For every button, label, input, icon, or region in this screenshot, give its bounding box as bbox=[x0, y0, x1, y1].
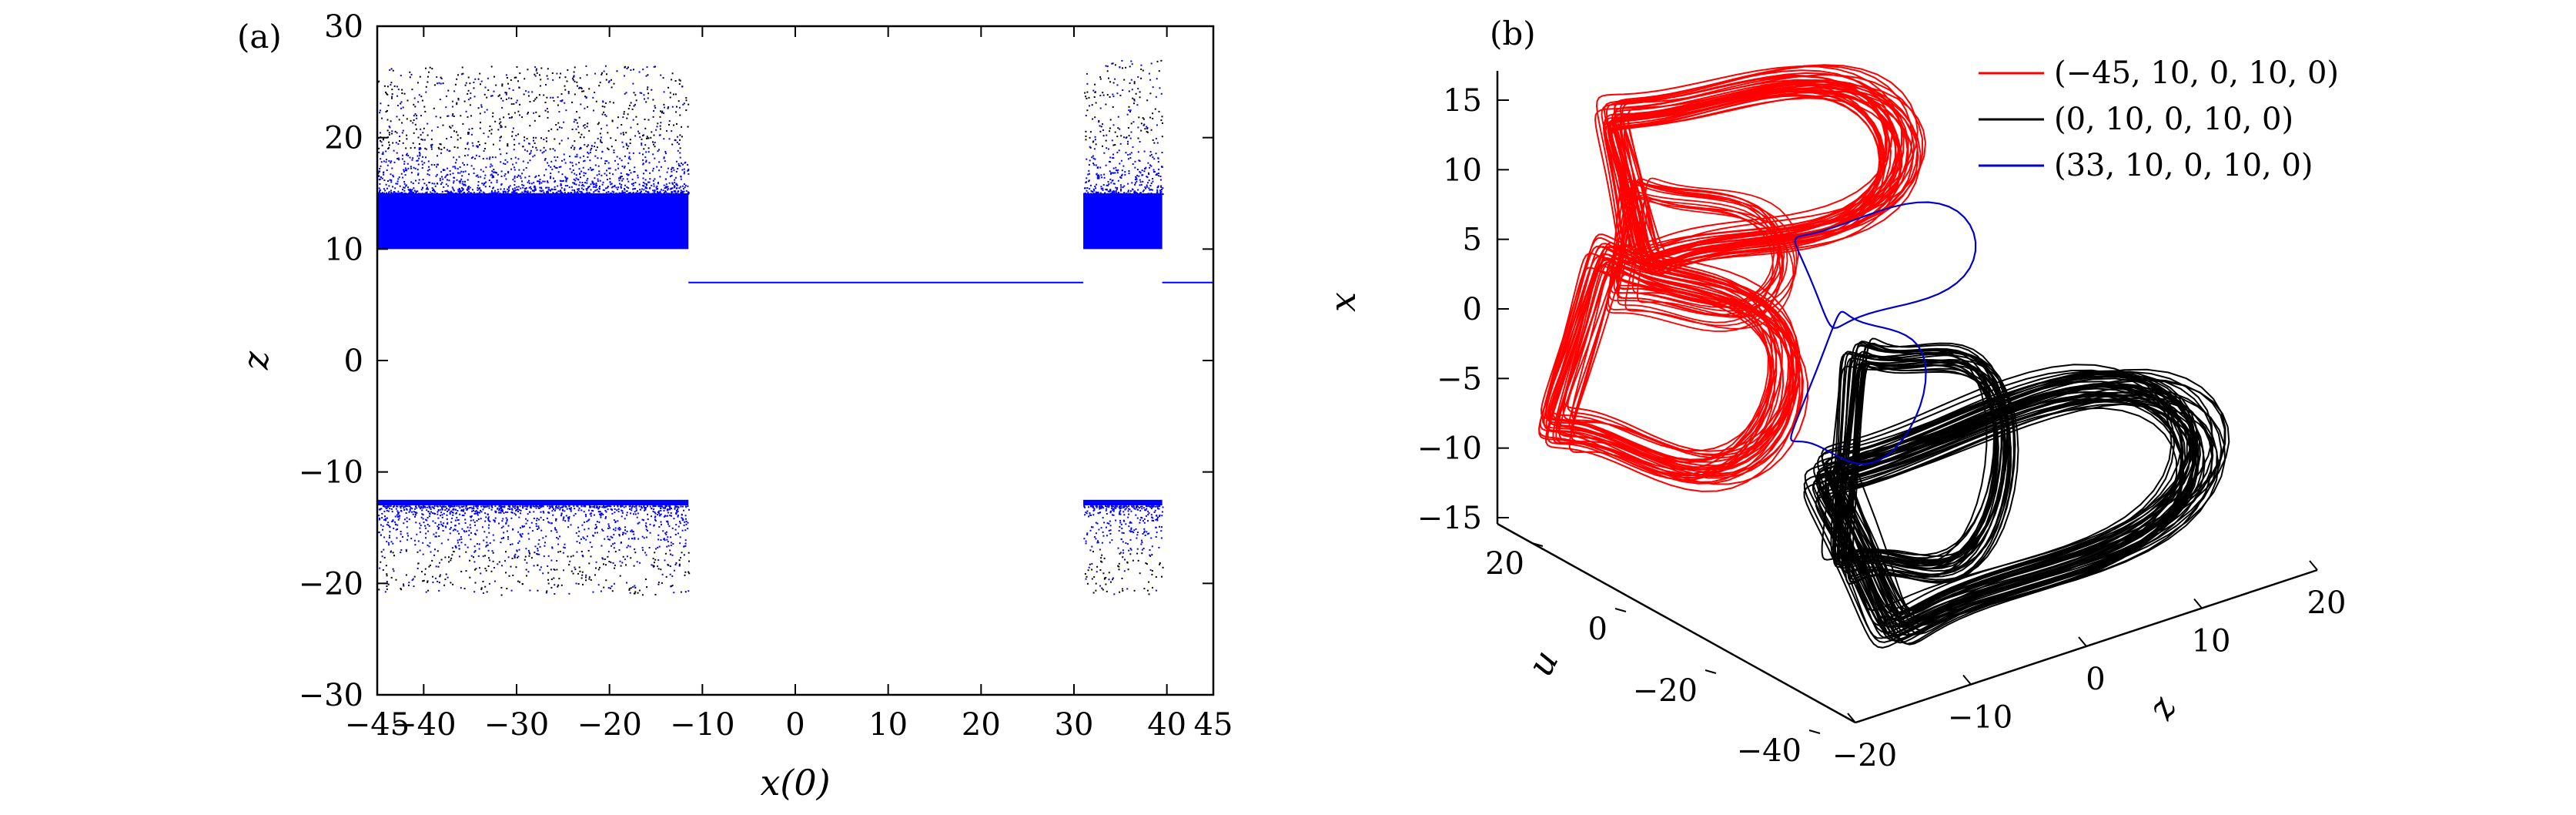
panel-a-y-ticks: −30 −20 −10 0 10 20 30 bbox=[299, 9, 1213, 713]
b-z-tick-label-4: 20 bbox=[2307, 585, 2347, 621]
b-z-tick-label-2: 0 bbox=[2086, 662, 2105, 697]
b-x-tick-label-2: −5 bbox=[1437, 361, 1482, 397]
panel-b-x-axis-label: x bbox=[1322, 292, 1363, 312]
y-tick-label-4: 10 bbox=[324, 232, 363, 267]
y-tick-label-5: 20 bbox=[324, 121, 363, 156]
trajectory-series-1 bbox=[1538, 64, 1926, 492]
b-z-tick-label-3: 10 bbox=[2192, 624, 2231, 659]
b-z-tick-mark-3 bbox=[2193, 598, 2203, 609]
x-tick-label-2: −30 bbox=[484, 707, 549, 743]
b-x-tick-label-5: 10 bbox=[1443, 153, 1482, 188]
b-z-tick-mark-1 bbox=[1962, 674, 1972, 686]
legend-label-blue: (33, 10, 0, 10, 0) bbox=[2054, 148, 2313, 183]
b-z-tick-mark-0 bbox=[1847, 713, 1856, 723]
trajectory-series-2 bbox=[1803, 337, 2230, 649]
b-z-tick-mark-2 bbox=[2078, 636, 2087, 647]
lower-band-region-1 bbox=[1083, 499, 1163, 506]
b-z-tick-label-1: −10 bbox=[1948, 700, 2012, 736]
b-x-tick-label-6: 15 bbox=[1443, 83, 1482, 119]
lower-band-region-0 bbox=[377, 499, 689, 506]
legend-label-red: (−45, 10, 0, 10, 0) bbox=[2054, 55, 2339, 91]
x-tick-label-4: −10 bbox=[670, 707, 734, 743]
panel-b-z-ticks: −20 −10 0 10 20 bbox=[1832, 560, 2347, 773]
trajectory-series-3 bbox=[1790, 201, 1977, 465]
panel-b-u-axis-label: u bbox=[1519, 643, 1567, 683]
b-u-tick-label-0: −40 bbox=[1737, 733, 1802, 769]
x-tick-label-10: 45 bbox=[1194, 707, 1233, 743]
panel-a-x-axis-label: x(0) bbox=[760, 762, 830, 803]
panel-b-label: (b) bbox=[1490, 15, 1536, 52]
y-tick-label-1: −20 bbox=[299, 566, 363, 602]
legend-label-black: (0, 10, 0, 10, 0) bbox=[2054, 102, 2293, 137]
x-tick-label-8: 30 bbox=[1055, 707, 1094, 743]
lower-scatter-points-0 bbox=[377, 505, 691, 596]
panel-b-x-ticks: −15 −10 −5 0 5 10 15 bbox=[1417, 83, 1509, 536]
lower-scatter-points-1 bbox=[1083, 505, 1164, 595]
panel-b-z-axis-label: z bbox=[2139, 689, 2185, 726]
panel-b-legend: (−45, 10, 0, 10, 0) (0, 10, 0, 10, 0) (3… bbox=[1979, 55, 2339, 183]
panel-b-u-axis bbox=[1497, 522, 1856, 724]
upper-band-region-1 bbox=[1083, 193, 1163, 250]
panel-a-scatter-points bbox=[377, 59, 1164, 596]
b-u-tick-label-3: 20 bbox=[1485, 546, 1524, 582]
b-u-tick-label-2: 0 bbox=[1588, 612, 1607, 647]
b-z-tick-label-0: −20 bbox=[1832, 738, 1897, 773]
x-tick-label-0: −45 bbox=[345, 707, 410, 743]
x-tick-label-1: −40 bbox=[391, 707, 456, 743]
panel-b-trajectories bbox=[1538, 64, 2230, 649]
panel-b: (b) −15 −10 −5 0 5 10 15 −40 −20 0 20 −20 −10 0 10 20… bbox=[1322, 15, 2346, 773]
upper-scatter-points-1 bbox=[1083, 59, 1164, 195]
panel-a-x-ticks: −45−40 −30 −20 −10 0 10 20 30 40 45 bbox=[345, 26, 1233, 743]
b-x-tick-label-3: 0 bbox=[1463, 292, 1482, 327]
y-tick-label-2: −10 bbox=[299, 455, 363, 491]
b-x-tick-label-4: 5 bbox=[1463, 223, 1482, 258]
b-z-tick-mark-4 bbox=[2309, 560, 2318, 571]
y-tick-label-3: 0 bbox=[344, 344, 363, 379]
panel-b-u-ticks: −40 −20 0 20 bbox=[1485, 542, 1821, 769]
upper-scatter-points-0 bbox=[377, 65, 690, 195]
x-tick-label-9: 40 bbox=[1147, 707, 1186, 743]
panel-a: (a) −45−40 −30 −20 −10 0 10 20 30 40 45 −30 −20 −10… bbox=[235, 9, 1233, 803]
y-tick-label-0: −30 bbox=[299, 678, 363, 713]
panel-a-label: (a) bbox=[237, 18, 282, 55]
panel-a-y-axis-label: z bbox=[235, 350, 276, 371]
panel-a-frame bbox=[376, 25, 1215, 696]
upper-band-region-0 bbox=[377, 193, 689, 250]
b-x-tick-label-1: −10 bbox=[1417, 431, 1482, 467]
x-tick-label-7: 20 bbox=[962, 707, 1001, 743]
b-x-tick-label-0: −15 bbox=[1417, 501, 1482, 536]
x-tick-label-3: −20 bbox=[577, 707, 641, 743]
x-tick-label-6: 10 bbox=[868, 707, 908, 743]
x-tick-label-5: 0 bbox=[785, 707, 805, 743]
y-tick-label-6: 30 bbox=[324, 9, 363, 45]
b-u-tick-label-1: −20 bbox=[1633, 673, 1698, 709]
